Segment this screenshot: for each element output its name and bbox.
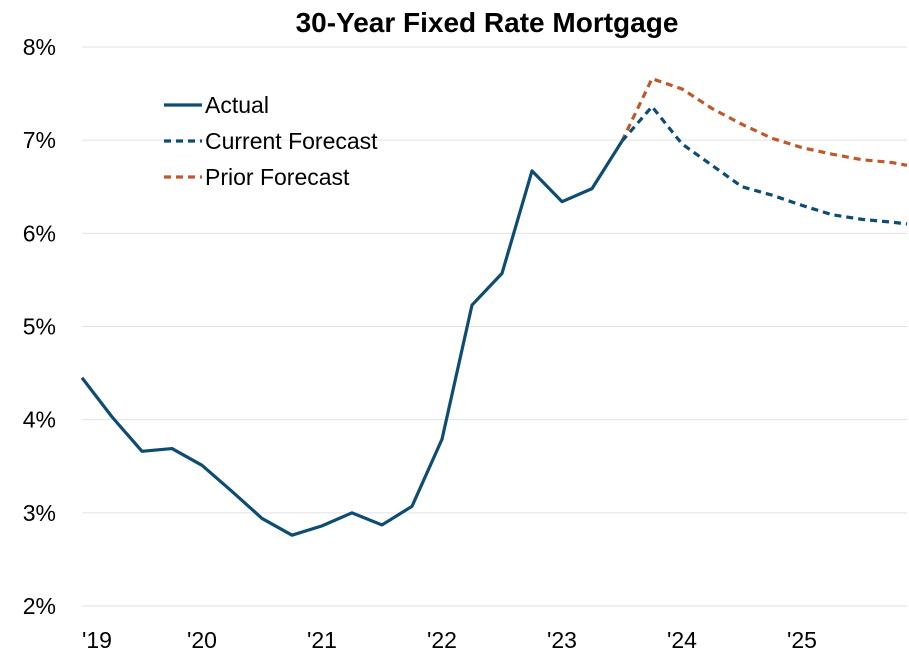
legend-label-prior-forecast: Prior Forecast [205, 164, 350, 190]
x-tick-label: '19 [82, 627, 112, 653]
y-tick-label: 5% [23, 314, 56, 340]
chart-title: 30-Year Fixed Rate Mortgage [296, 7, 679, 38]
legend-label-current-forecast: Current Forecast [205, 128, 378, 154]
y-tick-label: 6% [23, 220, 56, 246]
y-tick-label: 4% [23, 407, 56, 433]
series-line-current-forecast [622, 107, 907, 224]
y-axis-ticks: 2% 3% 4% 5% 6% 7% 8% [23, 34, 56, 619]
x-axis-ticks: '19 '20 '21 '22 '23 '24 '25 [82, 627, 817, 653]
x-tick-label: '24 [667, 627, 697, 653]
x-tick-label: '21 [307, 627, 337, 653]
y-tick-label: 8% [23, 34, 56, 60]
x-tick-label: '22 [427, 627, 457, 653]
legend: Actual Current Forecast Prior Forecast [164, 92, 378, 190]
y-tick-label: 3% [23, 500, 56, 526]
x-tick-label: '23 [547, 627, 577, 653]
x-tick-label: '20 [187, 627, 217, 653]
y-tick-label: 7% [23, 127, 56, 153]
y-tick-label: 2% [23, 593, 56, 619]
x-tick-label: '25 [787, 627, 817, 653]
series-line-actual [82, 141, 622, 535]
legend-label-actual: Actual [205, 92, 269, 118]
